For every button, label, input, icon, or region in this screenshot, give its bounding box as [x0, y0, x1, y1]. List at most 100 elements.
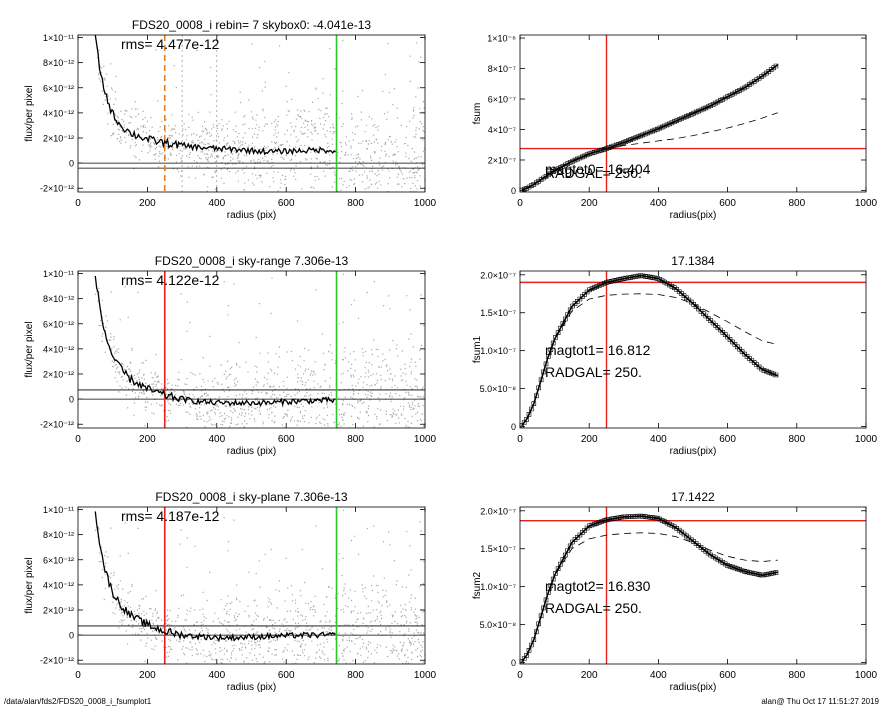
xtick-label-1000: 1000 — [855, 670, 878, 681]
chart-title: FDS20_0008_i sky-plane 7.306e-13 — [155, 490, 347, 504]
ytick-label-4: 2.0×10⁻⁷ — [480, 270, 516, 280]
series-markers — [520, 63, 779, 192]
ytick-label-1: 0 — [69, 395, 74, 405]
scatter-cloud — [95, 273, 425, 428]
xtick-label-400: 400 — [208, 198, 225, 209]
ytick-label-2: 2×10⁻¹² — [43, 369, 74, 379]
axes-frame — [77, 506, 426, 665]
axes-frame — [77, 34, 426, 193]
xtick-label-1000: 1000 — [414, 434, 437, 445]
ytick-label-6: 1×10⁻¹¹ — [43, 33, 74, 43]
radgal-annotation: RADGAL= 250. — [545, 364, 642, 380]
xtick-label-400: 400 — [650, 670, 667, 681]
ytick-label-1: 0 — [69, 159, 74, 169]
profile-line — [94, 35, 336, 156]
xtick-label-0: 0 — [517, 198, 523, 209]
radgal-annotation: RADGAL= 250. — [545, 600, 642, 616]
panel-1: 0 200 400 600 800 1000-2×10⁻¹²02×10⁻¹²4×10⁻¹²… — [24, 18, 437, 221]
ytick-label-2: 2×10⁻¹² — [43, 605, 74, 615]
xtick-label-800: 800 — [347, 434, 364, 445]
x-axis-label: radius(pix) — [670, 682, 717, 693]
ytick-label-0: 0 — [511, 422, 516, 432]
magtot-annotation: magtot2= 16.830 — [545, 578, 651, 594]
ytick-label-0: -2×10⁻¹² — [40, 184, 74, 194]
x-axis-label: radius(pix) — [670, 446, 717, 457]
xtick-label-600: 600 — [278, 198, 295, 209]
rms-annotation: rms= 4.477e-12 — [121, 36, 220, 52]
rms-annotation: rms= 4.122e-12 — [121, 272, 220, 288]
plot-area — [78, 271, 425, 428]
ytick-label-4: 6×10⁻¹² — [43, 83, 74, 93]
xtick-label-600: 600 — [719, 670, 736, 681]
plot-area — [78, 35, 425, 192]
ytick-label-2: 1.0×10⁻⁷ — [480, 582, 516, 592]
ytick-label-6: 1×10⁻¹¹ — [43, 505, 74, 515]
xtick-label-1000: 1000 — [855, 198, 878, 209]
xtick-label-0: 0 — [75, 198, 81, 209]
series-dashed — [521, 112, 778, 191]
ytick-label-3: 6×10⁻⁷ — [488, 95, 516, 105]
ytick-label-2: 1.0×10⁻⁷ — [480, 346, 516, 356]
xtick-label-0: 0 — [517, 670, 523, 681]
chart-title: FDS20_0008_i sky-range 7.306e-13 — [155, 254, 349, 268]
series-dashed — [521, 532, 778, 662]
ytick-label-5: 8×10⁻¹² — [43, 58, 74, 68]
panel-4: 0 200 400 600 800 1000 0 5.0×10⁻⁸ 1.0×10⁻⁷ 1.5×10… — [472, 254, 878, 457]
footer-stamp: alan@ Thu Oct 17 11:51:27 2019 — [761, 697, 879, 706]
xtick-label-200: 200 — [139, 434, 156, 445]
xtick-label-800: 800 — [788, 670, 805, 681]
ytick-label-3: 4×10⁻¹² — [43, 108, 74, 118]
xtick-label-200: 200 — [581, 198, 598, 209]
xtick-label-200: 200 — [139, 670, 156, 681]
ytick-label-0: 0 — [511, 186, 516, 196]
series-line — [521, 64, 779, 191]
radgal-annotation: RADGAL= 250. — [545, 165, 642, 181]
ytick-label-5: 1×10⁻⁶ — [487, 34, 516, 44]
plot-area — [520, 271, 866, 428]
footer-path: /data/alan/fds2/FDS20_0008_i_fsumplot1 — [4, 697, 152, 706]
panel-5: 0 200 400 600 800 1000-2×10⁻¹²02×10⁻¹²4×10⁻¹²… — [24, 490, 437, 693]
series-dashed — [521, 293, 778, 426]
ytick-label-3: 4×10⁻¹² — [43, 580, 74, 590]
panel-6: 0 200 400 600 800 1000 0 5.0×10⁻⁸ 1.0×10⁻⁷ 1.5×10… — [472, 490, 878, 693]
ytick-label-3: 1.5×10⁻⁷ — [480, 544, 516, 554]
ytick-label-4: 6×10⁻¹² — [43, 319, 74, 329]
xtick-label-400: 400 — [208, 670, 225, 681]
profile-line — [94, 511, 336, 642]
ytick-label-3: 4×10⁻¹² — [43, 344, 74, 354]
y-axis-label: flux/per pixel — [24, 85, 35, 141]
ytick-label-5: 8×10⁻¹² — [43, 530, 74, 540]
xtick-label-600: 600 — [719, 434, 736, 445]
xtick-label-600: 600 — [719, 198, 736, 209]
ytick-label-3: 1.5×10⁻⁷ — [480, 308, 516, 318]
x-axis-label: radius(pix) — [670, 210, 717, 221]
ytick-label-1: 0 — [69, 631, 74, 641]
panel-2: 0 200 400 600 800 1000 0 2×10⁻⁷ 4×10⁻⁷ 6×10⁻⁷ 8×10… — [472, 34, 878, 221]
ytick-label-1: 2×10⁻⁷ — [488, 155, 516, 165]
xtick-label-800: 800 — [347, 670, 364, 681]
ytick-label-4: 8×10⁻⁷ — [488, 64, 516, 74]
xtick-label-200: 200 — [581, 434, 598, 445]
ytick-label-2: 4×10⁻⁷ — [488, 125, 516, 135]
y-axis-label: fsum1 — [472, 335, 483, 363]
scatter-cloud — [96, 40, 425, 192]
profile-line — [94, 275, 336, 408]
chart-title: FDS20_0008_i rebin= 7 skybox0: -4.041e-1… — [132, 18, 371, 32]
xtick-label-800: 800 — [788, 434, 805, 445]
xtick-label-800: 800 — [788, 198, 805, 209]
axes-frame — [519, 34, 867, 193]
scatter-cloud — [95, 509, 425, 664]
y-axis-label: fsum2 — [472, 571, 483, 599]
ytick-label-0: -2×10⁻¹² — [40, 420, 74, 430]
xtick-label-200: 200 — [581, 670, 598, 681]
y-axis-label: flux/per pixel — [24, 321, 35, 377]
magtot-annotation: magtot0= 16.404 — [545, 161, 651, 177]
x-axis-label: radius (pix) — [227, 446, 276, 457]
xtick-label-600: 600 — [278, 670, 295, 681]
plot-area — [78, 507, 425, 664]
xtick-label-0: 0 — [75, 670, 81, 681]
x-axis-label: radius (pix) — [227, 210, 276, 221]
ytick-label-4: 2.0×10⁻⁷ — [480, 506, 516, 516]
axes-frame — [519, 270, 867, 429]
